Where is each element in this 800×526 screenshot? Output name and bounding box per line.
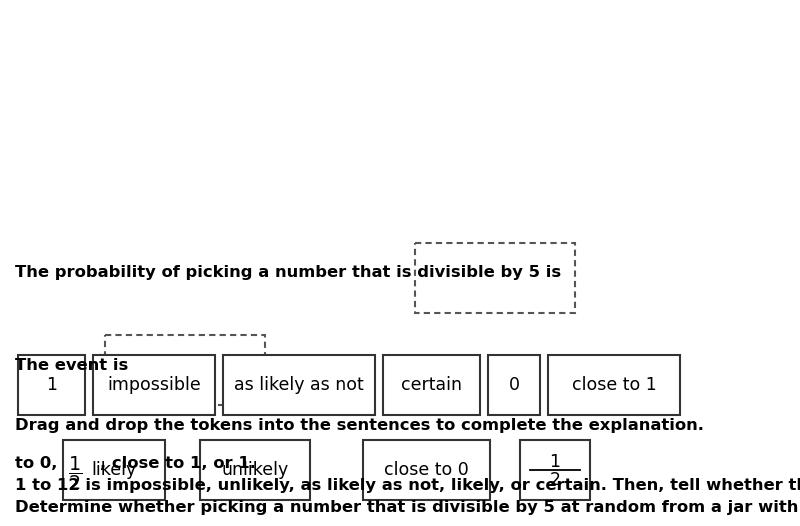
Text: Determine whether picking a number that is divisible by 5 at random from a jar w: Determine whether picking a number that …	[15, 500, 800, 515]
Bar	[520, 440, 590, 500]
Bar	[223, 355, 375, 415]
Text: The event is: The event is	[15, 358, 128, 372]
Bar	[93, 355, 215, 415]
Text: The probability of picking a number that is divisible by 5 is: The probability of picking a number that…	[15, 266, 561, 280]
Text: , close to 1, or 1.: , close to 1, or 1.	[100, 456, 256, 471]
Text: certain: certain	[401, 376, 462, 394]
Bar	[548, 355, 680, 415]
Bar	[363, 440, 490, 500]
Text: impossible: impossible	[107, 376, 201, 394]
Text: $\dfrac{1}{2}$: $\dfrac{1}{2}$	[68, 454, 82, 492]
Bar	[383, 355, 480, 415]
Bar	[63, 440, 165, 500]
Text: to 0,: to 0,	[15, 456, 63, 471]
Bar	[200, 440, 310, 500]
Bar	[415, 243, 575, 313]
Bar	[18, 355, 85, 415]
Bar	[488, 355, 540, 415]
Text: 1: 1	[46, 376, 57, 394]
Text: close to 0: close to 0	[384, 461, 469, 479]
Text: Drag and drop the tokens into the sentences to complete the explanation.: Drag and drop the tokens into the senten…	[15, 418, 704, 433]
Bar	[105, 335, 265, 405]
Text: 1: 1	[550, 453, 561, 471]
Text: 1 to 12 is impossible, unlikely, as likely as not, likely, or certain. Then, tel: 1 to 12 is impossible, unlikely, as like…	[15, 478, 800, 493]
Text: 2: 2	[550, 471, 561, 489]
Text: unlikely: unlikely	[222, 461, 289, 479]
Text: likely: likely	[91, 461, 137, 479]
Text: as likely as not: as likely as not	[234, 376, 364, 394]
Text: 0: 0	[509, 376, 519, 394]
Text: close to 1: close to 1	[572, 376, 656, 394]
